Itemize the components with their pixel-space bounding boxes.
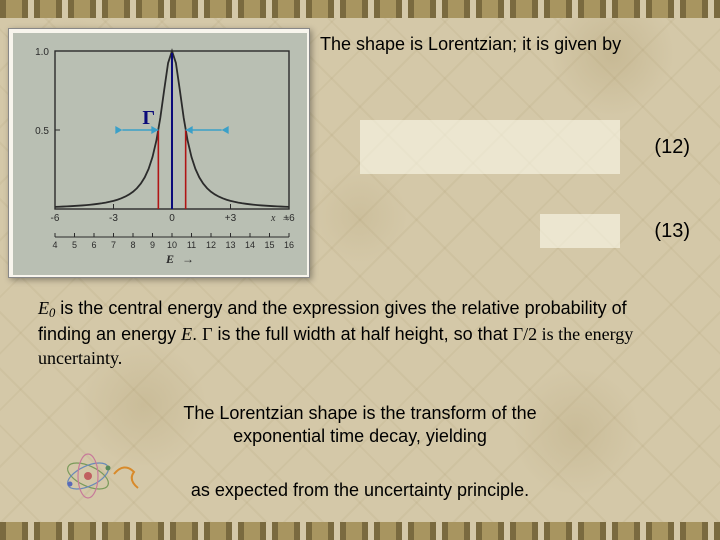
decorative-bottom-border	[0, 522, 720, 540]
svg-text:15: 15	[264, 240, 274, 250]
svg-text:6: 6	[91, 240, 96, 250]
symbol-E: E	[181, 324, 192, 344]
svg-text:→: →	[281, 213, 291, 224]
transform-line-1: The Lorentzian shape is the transform of…	[183, 403, 536, 423]
svg-text:16: 16	[284, 240, 294, 250]
lorentzian-graph: 0.51.0-6-30+3+6x→45678910111213141516E→Γ	[13, 33, 307, 275]
svg-text:4: 4	[52, 240, 57, 250]
svg-text:8: 8	[130, 240, 135, 250]
svg-text:0.5: 0.5	[35, 126, 49, 137]
symbol-E0-E: E	[38, 298, 49, 318]
svg-text:9: 9	[150, 240, 155, 250]
transform-text: The Lorentzian shape is the transform of…	[0, 402, 720, 449]
svg-text:0: 0	[169, 213, 175, 224]
svg-text:→: →	[182, 252, 194, 266]
svg-text:14: 14	[245, 240, 255, 250]
svg-text:x: x	[270, 213, 276, 224]
explanation-paragraph: E0 is the central energy and the express…	[38, 296, 682, 371]
svg-text:-6: -6	[51, 213, 60, 224]
svg-text:E: E	[165, 252, 174, 266]
lorentzian-graph-frame: 0.51.0-6-30+3+6x→45678910111213141516E→Γ	[8, 28, 310, 278]
svg-text:-3: -3	[109, 213, 118, 224]
intro-text: The shape is Lorentzian; it is given by	[320, 34, 710, 55]
equation-13-number: (13)	[654, 220, 690, 243]
svg-text:1.0: 1.0	[35, 47, 49, 58]
svg-text:Γ: Γ	[142, 107, 155, 129]
svg-text:+3: +3	[225, 213, 237, 224]
symbol-gamma: Γ	[202, 324, 212, 344]
para-text-2: .	[192, 324, 202, 344]
svg-text:13: 13	[225, 240, 235, 250]
svg-text:11: 11	[187, 240, 196, 250]
svg-text:5: 5	[72, 240, 77, 250]
equation-13-placeholder	[540, 214, 620, 248]
para-text-3: is the full width at half height, so tha…	[213, 324, 513, 344]
svg-text:12: 12	[206, 240, 216, 250]
svg-text:10: 10	[167, 240, 177, 250]
decorative-top-border	[0, 0, 720, 18]
equation-12-placeholder	[360, 120, 620, 174]
equation-12-number: (12)	[654, 136, 690, 159]
transform-line-2: exponential time decay, yielding	[233, 426, 487, 446]
atom-illustration	[58, 444, 144, 508]
svg-text:7: 7	[111, 240, 116, 250]
